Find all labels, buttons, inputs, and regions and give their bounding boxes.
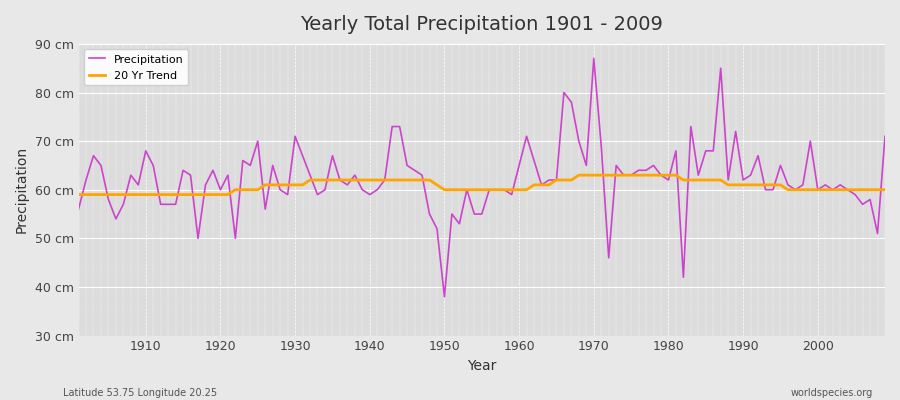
- Precipitation: [618, 173, 629, 178]
- Precipitation: [514, 163, 525, 168]
- 20 Yr Trend: [133, 192, 144, 197]
- Precipitation: [589, 56, 599, 61]
- Precipitation: [521, 134, 532, 139]
- 20 Yr Trend: [506, 187, 517, 192]
- Text: worldspecies.org: worldspecies.org: [791, 388, 873, 398]
- Line: 20 Yr Trend: 20 Yr Trend: [78, 175, 885, 194]
- Text: Latitude 53.75 Longitude 20.25: Latitude 53.75 Longitude 20.25: [63, 388, 217, 398]
- 20 Yr Trend: [342, 178, 353, 182]
- Precipitation: [73, 207, 84, 212]
- 20 Yr Trend: [611, 173, 622, 178]
- Y-axis label: Precipitation: Precipitation: [15, 146, 29, 233]
- Precipitation: [133, 182, 144, 187]
- 20 Yr Trend: [73, 192, 84, 197]
- X-axis label: Year: Year: [467, 359, 497, 373]
- Legend: Precipitation, 20 Yr Trend: Precipitation, 20 Yr Trend: [84, 50, 188, 86]
- 20 Yr Trend: [573, 173, 584, 178]
- 20 Yr Trend: [879, 187, 890, 192]
- Precipitation: [342, 182, 353, 187]
- Precipitation: [439, 294, 450, 299]
- 20 Yr Trend: [297, 182, 308, 187]
- Precipitation: [879, 134, 890, 139]
- 20 Yr Trend: [514, 187, 525, 192]
- Line: Precipitation: Precipitation: [78, 58, 885, 297]
- Precipitation: [297, 153, 308, 158]
- Title: Yearly Total Precipitation 1901 - 2009: Yearly Total Precipitation 1901 - 2009: [301, 15, 663, 34]
